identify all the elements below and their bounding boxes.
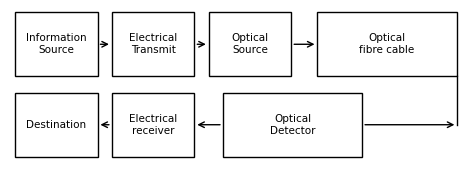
Bar [15,93,98,156]
Bar [209,13,292,76]
Text: Optical
fibre cable: Optical fibre cable [359,33,415,55]
Bar [223,93,362,156]
Bar [112,13,194,76]
Text: Electrical
Transmit: Electrical Transmit [129,33,177,55]
Bar [112,93,194,156]
Text: Electrical
receiver: Electrical receiver [129,114,177,136]
Text: Optical
Detector: Optical Detector [270,114,315,136]
Text: Optical
Source: Optical Source [231,33,269,55]
Text: Information
Source: Information Source [26,33,87,55]
Bar [318,13,457,76]
Bar [15,13,98,76]
Text: Destination: Destination [26,120,86,130]
